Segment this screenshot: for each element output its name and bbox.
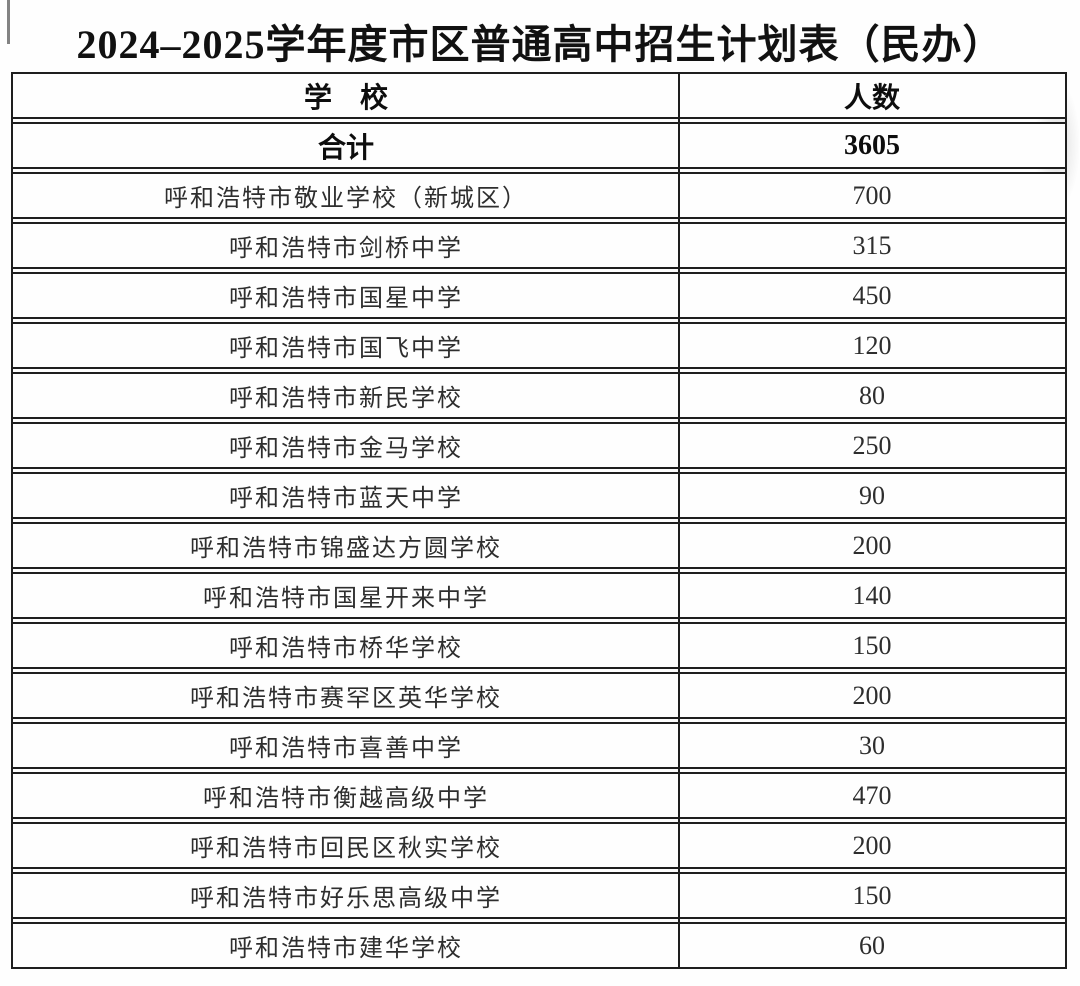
count-cell: 450 [852,280,892,310]
table-row: 呼和浩特市好乐思高级中学 150 [13,872,1065,919]
table-row: 呼和浩特市回民区秋实学校 200 [13,822,1065,869]
count-cell: 250 [852,430,892,460]
count-cell: 470 [852,780,892,810]
table-row: 呼和浩特市桥华学校 150 [13,622,1065,669]
count-cell: 120 [852,330,892,360]
school-cell: 呼和浩特市好乐思高级中学 [189,886,502,912]
school-cell: 呼和浩特市国星中学 [228,286,463,312]
school-cell: 呼和浩特市喜善中学 [228,736,463,762]
table-row: 呼和浩特市敬业学校（新城区） 700 [13,172,1065,219]
school-cell: 呼和浩特市新民学校 [228,386,463,412]
table-row: 呼和浩特市金马学校 250 [13,422,1065,469]
count-cell: 200 [852,680,892,710]
count-cell: 200 [852,530,892,560]
table-row: 呼和浩特市国飞中学 120 [13,322,1065,369]
school-cell: 呼和浩特市桥华学校 [228,636,463,662]
count-cell: 140 [852,580,892,610]
school-cell: 呼和浩特市国星开来中学 [202,586,489,612]
school-cell: 呼和浩特市敬业学校（新城区） [163,186,528,212]
enrollment-table: 学 校 人数 合计 3605 呼和浩特市敬业学校（新城区） 700 呼和浩特市剑… [11,72,1067,969]
count-cell: 80 [858,380,885,410]
school-column-header: 学 校 [303,82,388,114]
count-column-header: 人数 [843,82,900,114]
total-label: 合计 [317,132,374,164]
column-divider [677,72,680,969]
school-cell: 呼和浩特市蓝天中学 [228,486,463,512]
table-row: 呼和浩特市国星开来中学 140 [13,572,1065,619]
count-cell: 200 [852,830,892,860]
scan-artifact-tick [7,0,10,44]
table-row: 呼和浩特市新民学校 80 [13,372,1065,419]
table-row: 呼和浩特市建华学校 60 [13,922,1065,969]
school-cell: 呼和浩特市建华学校 [228,936,463,962]
count-cell: 150 [852,630,892,660]
table-row: 呼和浩特市国星中学 450 [13,272,1065,319]
school-cell: 呼和浩特市锦盛达方圆学校 [189,536,502,562]
total-count: 3605 [843,129,900,161]
table-row: 呼和浩特市赛罕区英华学校 200 [13,672,1065,719]
table-row: 呼和浩特市蓝天中学 90 [13,472,1065,519]
school-cell: 呼和浩特市赛罕区英华学校 [189,686,502,712]
count-cell: 60 [858,930,885,960]
table-total-row: 合计 3605 [13,122,1065,169]
count-cell: 700 [852,180,892,210]
school-cell: 呼和浩特市衡越高级中学 [202,786,489,812]
table-header-row: 学 校 人数 [13,72,1065,119]
count-cell: 90 [858,480,885,510]
school-cell: 呼和浩特市剑桥中学 [228,236,463,262]
page-title: 2024–2025学年度市区普通高中招生计划表（民办） [76,22,1004,67]
table-row: 呼和浩特市锦盛达方圆学校 200 [13,522,1065,569]
school-cell: 呼和浩特市金马学校 [228,436,463,462]
count-cell: 315 [852,230,892,260]
table-row: 呼和浩特市衡越高级中学 470 [13,772,1065,819]
school-cell: 呼和浩特市国飞中学 [228,336,463,362]
table-row: 呼和浩特市剑桥中学 315 [13,222,1065,269]
count-cell: 150 [852,880,892,910]
count-cell: 30 [858,730,885,760]
table-row: 呼和浩特市喜善中学 30 [13,722,1065,769]
school-cell: 呼和浩特市回民区秋实学校 [189,836,502,862]
